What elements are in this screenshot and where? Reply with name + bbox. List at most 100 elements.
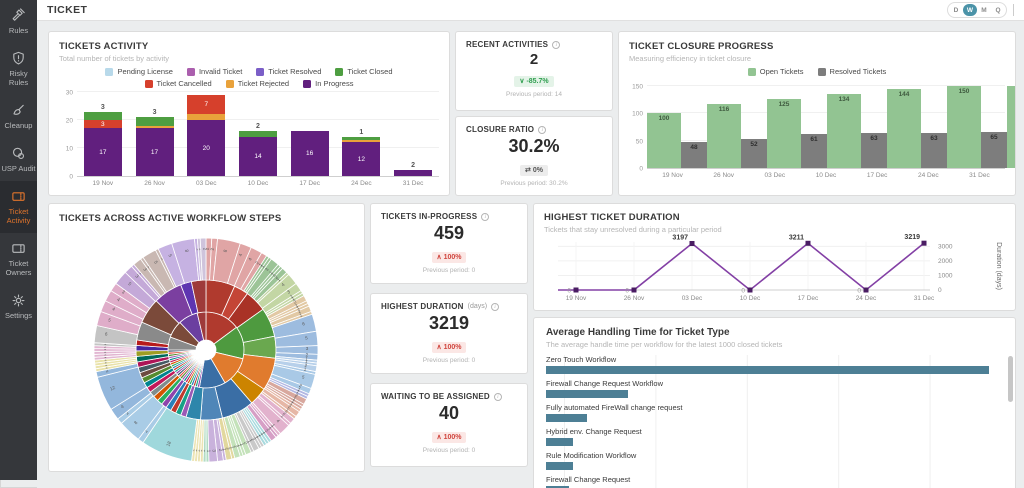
open-tickets-bar: 100 (647, 113, 681, 168)
y-tick-label: 50 (635, 138, 643, 145)
sunburst-label: 1 (254, 435, 260, 440)
info-icon[interactable]: i (538, 125, 547, 134)
sunburst-label: 1 (271, 423, 277, 429)
sidebar-item-cleanup[interactable]: Cleanup (0, 95, 37, 138)
scrollbar[interactable] (1008, 356, 1013, 402)
sunburst-label: 1 (305, 356, 309, 361)
handling-time-bar (546, 390, 629, 398)
info-icon[interactable]: i (552, 40, 561, 49)
resolved-tickets-bar: 63 (861, 133, 887, 168)
bar-segment (238, 131, 277, 137)
sunburst-label: 1 (258, 432, 264, 437)
sidebar-item-rules[interactable]: Rules (0, 0, 37, 43)
open-tickets-bar: 150 (947, 85, 981, 168)
tickets-activity-chart: 0 10 20 30 3 17 3 3 17 20 7 2 14 16 1 12 2 19 Nov 26 Nov 03… (59, 89, 439, 187)
bar: 2 14 (238, 123, 277, 176)
card-title: TICKETS IN-PROGRESS (381, 212, 478, 221)
legend-label: Pending License (117, 67, 173, 76)
sidebar-item-usp-audit[interactable]: USP Audit (0, 138, 37, 181)
sunburst-label: 1 (239, 442, 245, 447)
sunburst-label: 3 (264, 266, 270, 271)
info-icon[interactable]: i (493, 392, 502, 401)
point-label: 3219 (904, 234, 920, 241)
workflow-label: Fully automated FireWall change request (546, 403, 683, 412)
legend-item[interactable]: Pending License (105, 67, 173, 76)
sunburst-label: 1 (260, 431, 266, 436)
sunburst-label: 1 (289, 401, 294, 407)
duration-line (558, 242, 925, 292)
delta-badge: ∨ -85.7% (514, 75, 554, 87)
highest-duration-card: HIGHEST DURATION (days) i 3219 ∧ 100% Pr… (370, 293, 528, 374)
divider (1013, 4, 1014, 16)
stacked-bar: 20 7 (187, 94, 226, 176)
legend-label: Ticket Cancelled (156, 79, 212, 88)
x-tick-label: 17 Dec (866, 172, 888, 179)
legend-item[interactable]: Resolved Tickets (817, 67, 886, 76)
x-tick-label: 24 Dec (351, 180, 372, 187)
info-icon[interactable]: i (491, 302, 500, 311)
sunburst-label: 2 (105, 368, 109, 374)
legend-item[interactable]: Invalid Ticket (186, 67, 242, 76)
legend-item[interactable]: Ticket Resolved (256, 67, 321, 76)
legend-item[interactable]: Open Tickets (747, 67, 804, 76)
gridline (647, 84, 1005, 86)
sunburst-label: 1 (296, 305, 301, 311)
x-tick-label: 24 Dec (856, 295, 877, 302)
sunburst-label: 2 (233, 445, 239, 449)
bar: 16 (290, 131, 329, 176)
sidebar-item-risky-rules[interactable]: Risky Rules (0, 43, 37, 95)
stacked-bar: 12 (342, 136, 381, 176)
sidebar-item-ticket-activity[interactable]: Ticket Activity (0, 181, 37, 233)
legend-swatch (747, 67, 756, 76)
panel-subtitle: Tickets that stay unresolved during a pa… (544, 225, 722, 234)
arrow-up-icon: ∧ (436, 434, 442, 441)
plot-area: 3 17 3 3 17 20 7 2 14 16 1 12 2 (77, 91, 439, 177)
x-tick-label: 26 Nov (144, 180, 165, 187)
sunburst-label: 2 (298, 383, 303, 389)
sidebar-item-settings[interactable]: Settings (0, 285, 37, 328)
highest-ticket-duration-panel: HIGHEST TICKET DURATION Tickets that sta… (533, 203, 1016, 311)
legend-label: In Progress (315, 79, 354, 88)
x-tick-label: 17 Dec (798, 295, 819, 302)
sunburst-label: 1 (260, 263, 266, 268)
period-quarterly-button[interactable]: Q (995, 6, 1001, 14)
avg-handling-time-panel: Average Handling Time for Ticket Type Th… (533, 317, 1016, 488)
main-content: TICKETS ACTIVITY Total number of tickets… (37, 21, 1024, 488)
sunburst-label: 2 (124, 410, 129, 416)
legend-item[interactable]: Ticket Closed (335, 67, 393, 76)
panel-title: HIGHEST TICKET DURATION (544, 212, 680, 223)
tickets-activity-panel: TICKETS ACTIVITY Total number of tickets… (48, 31, 450, 196)
bar-value-label: 3 (100, 103, 105, 111)
sidebar: Rules Risky Rules Cleanup USP Audit Tick… (0, 0, 37, 480)
bar-pair: 116 52 (707, 104, 767, 168)
info-icon[interactable]: i (481, 212, 490, 221)
bar-value-label: 3 (152, 109, 157, 117)
bar-pair: 15063 (1007, 85, 1015, 168)
previous-period-text: Previous period: 0 (422, 357, 476, 364)
x-tick-label: 31 Dec (402, 180, 424, 187)
y-tick-label: 0 (69, 173, 73, 181)
sunburst-label: 1 (305, 359, 309, 364)
sunburst-label: 2 (294, 393, 299, 399)
stacked-bar: 14 (238, 131, 277, 176)
sunburst-label: 18 (165, 440, 172, 447)
period-daily-button[interactable]: D (953, 6, 959, 14)
y-tick-label: 1000 (938, 272, 953, 279)
tickets-activity-legend: Pending License Invalid Ticket Ticket Reso… (84, 67, 414, 88)
sidebar-item-ticket-owners[interactable]: Ticket Owners (0, 233, 37, 285)
y-tick-label: 30 (65, 89, 73, 97)
bars-group: 3 17 3 3 17 20 7 2 14 16 1 12 2 (77, 93, 439, 176)
y-axis-title: Duration (days) (995, 242, 1002, 290)
period-weekly-button[interactable]: W (963, 4, 977, 16)
legend-label: Ticket Resolved (268, 67, 322, 76)
x-tick-label: 19 Nov (92, 180, 114, 187)
legend-item[interactable]: Ticket Cancelled (144, 79, 212, 88)
resolved-tickets-bar: 52 (741, 139, 767, 168)
x-tick-label: 31 Dec (969, 172, 990, 179)
legend-item[interactable]: In Progress (303, 79, 353, 88)
workflow-row: Fully automated FireWall change request (546, 403, 1003, 422)
period-monthly-button[interactable]: M (981, 6, 987, 14)
x-tick-label: 03 Dec (195, 180, 217, 187)
legend-label: Ticket Closed (347, 67, 393, 76)
legend-item[interactable]: Ticket Rejected (225, 79, 289, 88)
